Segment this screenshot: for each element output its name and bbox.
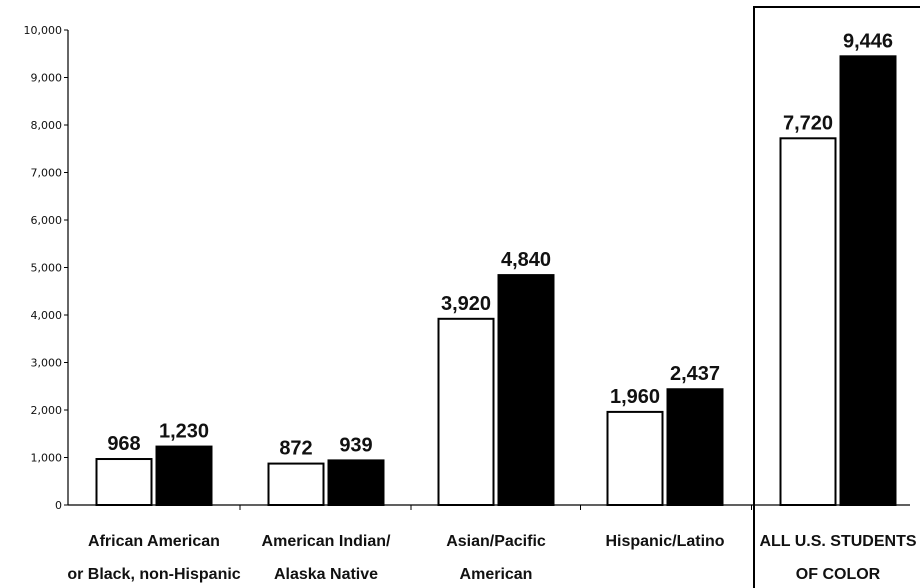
y-tick-label: 2,000 <box>31 404 63 417</box>
bar-series1-3 <box>606 410 664 506</box>
bar-series1-0 <box>95 458 153 506</box>
y-tick-label: 8,000 <box>31 119 63 132</box>
y-tick-label: 4,000 <box>31 309 63 322</box>
y-tick-label: 6,000 <box>31 214 63 227</box>
y-tick-label: 3,000 <box>31 357 63 370</box>
bar-series2-3 <box>666 388 724 506</box>
y-tick-label: 10,000 <box>24 24 63 37</box>
bar-series1-2 <box>437 317 495 506</box>
category-label: American <box>460 566 533 583</box>
y-tick-label: 7,000 <box>31 167 63 180</box>
y-tick-label: 0 <box>55 499 62 512</box>
data-label: 939 <box>339 434 372 456</box>
category-label: American Indian/ <box>262 533 391 550</box>
bar-series2-4 <box>839 55 897 506</box>
data-label: 4,840 <box>501 249 551 271</box>
data-label: 1,230 <box>159 421 209 443</box>
category-label: OF COLOR <box>796 566 881 583</box>
category-label: Hispanic/Latino <box>605 533 724 550</box>
bar-series2-1 <box>327 459 385 506</box>
category-label: or Black, non-Hispanic <box>67 566 240 583</box>
data-label: 872 <box>279 438 312 460</box>
category-label: African American <box>88 533 220 550</box>
y-tick-label: 9,000 <box>31 72 63 85</box>
bar-series1-4 <box>779 137 837 507</box>
y-tick-label: 5,000 <box>31 262 63 275</box>
category-label: Asian/Pacific <box>446 533 546 550</box>
data-label: 9,446 <box>843 30 893 52</box>
highlight-box <box>753 6 920 588</box>
data-label: 3,920 <box>441 293 491 315</box>
data-label: 968 <box>107 433 140 455</box>
data-label: 7,720 <box>783 112 833 134</box>
bar-series1-1 <box>267 462 325 506</box>
category-label: ALL U.S. STUDENTS <box>759 533 916 550</box>
bar-series2-2 <box>497 274 555 506</box>
category-label: Alaska Native <box>274 566 378 583</box>
data-label: 1,960 <box>610 386 660 408</box>
data-label: 2,437 <box>670 363 720 385</box>
y-tick-label: 1,000 <box>31 452 63 465</box>
bar-series2-0 <box>155 445 213 507</box>
